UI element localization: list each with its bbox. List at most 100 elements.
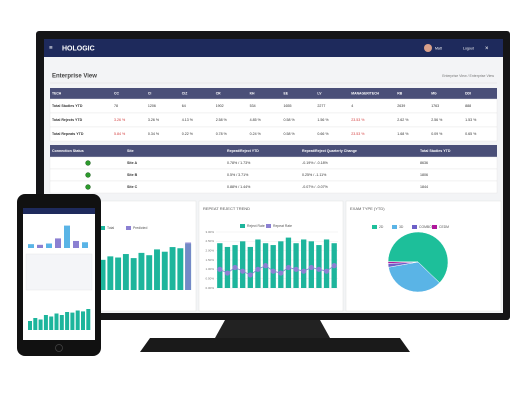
placeholder-block xyxy=(25,253,93,291)
cell: 0.78% / 1.73% xyxy=(227,161,251,165)
phone-button xyxy=(55,344,63,352)
point xyxy=(270,268,276,274)
cell: 4 xyxy=(351,104,353,108)
breadcrumb[interactable]: Enterprise View / Enterprise View xyxy=(442,74,494,78)
bar xyxy=(86,309,91,330)
bar xyxy=(293,243,299,288)
point xyxy=(262,263,269,269)
cell: -0.19% / -0.18% xyxy=(302,161,329,165)
close-icon[interactable]: × xyxy=(485,46,489,52)
cell: -0.07% / -0.07% xyxy=(302,185,329,189)
point xyxy=(255,266,261,272)
table-header xyxy=(50,88,497,99)
dashboard: TECH CC CI CIZ CR KH EE LV MANAGER/TECH RB MG DDI To… xyxy=(45,88,502,312)
pie-slice xyxy=(387,261,419,264)
bar xyxy=(240,241,246,288)
bar xyxy=(28,244,34,248)
y-tick-label: 0.00% xyxy=(205,286,214,290)
bar xyxy=(75,310,80,330)
cell: 1655 xyxy=(284,104,292,108)
point xyxy=(278,270,284,276)
cell: 2.56 % xyxy=(431,118,443,122)
cell: 1.53 % xyxy=(465,118,477,122)
cell: 1902 xyxy=(216,104,224,108)
bar xyxy=(70,312,75,330)
cell: 534 xyxy=(250,104,256,108)
y-tick-label: 1.50% xyxy=(205,258,214,262)
column-header: Repeat/Reject Quarterly Change xyxy=(302,149,357,153)
column-header: CC xyxy=(114,91,119,95)
cell: Site A xyxy=(127,161,137,165)
legend-swatch xyxy=(126,226,131,230)
cell: 0.5% / 3.71% xyxy=(227,173,249,177)
avatar[interactable] xyxy=(424,44,432,52)
point xyxy=(316,266,322,272)
line xyxy=(219,265,335,276)
phone-content xyxy=(25,225,93,330)
cell: 4.13 % xyxy=(182,118,194,122)
table-header xyxy=(50,145,497,157)
bar xyxy=(46,243,52,248)
bar xyxy=(247,246,253,288)
cell: 1.68 % xyxy=(397,132,409,136)
cell: 0.25% / -1.11% xyxy=(302,173,327,177)
bar xyxy=(224,246,231,288)
bar xyxy=(73,240,79,248)
bar xyxy=(37,244,43,248)
bar xyxy=(270,245,276,288)
point xyxy=(285,264,292,271)
bar xyxy=(217,243,223,288)
bar xyxy=(161,251,168,290)
column-header: Connection Status xyxy=(52,149,84,153)
point xyxy=(331,263,337,269)
bar xyxy=(122,254,129,290)
cell: 23.53 % xyxy=(351,118,365,122)
cell: 2.58 % xyxy=(216,118,228,122)
cell: 1844 xyxy=(420,185,428,189)
column-header: LV xyxy=(317,91,322,95)
bar xyxy=(81,311,85,330)
cell: Site B xyxy=(127,173,138,177)
bar xyxy=(38,319,43,330)
cell: 3.26 % xyxy=(148,118,160,122)
column-header: Repeat/Reject YTD xyxy=(227,149,259,153)
bar xyxy=(154,249,160,290)
legend-swatch xyxy=(240,224,245,228)
user-name[interactable]: Matt xyxy=(435,46,442,50)
nav-bar xyxy=(44,39,503,57)
table-row xyxy=(49,126,498,142)
bar xyxy=(28,321,32,330)
cell: 2.62 % xyxy=(397,118,409,122)
row-label: Total Repeats YTD xyxy=(52,132,84,136)
cell: 0.58 % xyxy=(284,132,296,136)
y-tick-label: 2.00% xyxy=(205,248,214,252)
column-header: TECH xyxy=(52,91,62,95)
legend-label: COMBO xyxy=(419,225,432,229)
legend-label: Total xyxy=(107,226,114,230)
bar xyxy=(99,259,106,290)
legend-swatch xyxy=(392,225,397,229)
chart-title: EXAM TYPE (YTD) xyxy=(350,206,385,211)
pie-slice xyxy=(387,231,449,284)
column-header: MANAGER/TECH xyxy=(351,91,379,95)
menu-icon[interactable]: ≡ xyxy=(49,46,53,52)
bar xyxy=(49,316,54,330)
column-header: DDI xyxy=(465,91,471,95)
y-tick-label: 2.50% xyxy=(205,239,214,243)
cell: 1.56 % xyxy=(317,118,329,122)
cell: 0.78 % xyxy=(216,132,228,136)
bar xyxy=(54,313,59,330)
pie-slice xyxy=(388,261,440,293)
column-header: CIZ xyxy=(182,91,187,95)
cell: 0.34 % xyxy=(148,132,160,136)
brand: HOLOGIC xyxy=(62,45,95,52)
bar xyxy=(82,242,88,248)
legend-swatch xyxy=(266,224,271,228)
cell: 1806 xyxy=(420,173,428,177)
legend-swatch xyxy=(100,226,105,230)
column-header: KH xyxy=(250,91,255,95)
logout[interactable]: Logout xyxy=(463,46,474,50)
cell: 888 xyxy=(465,104,471,108)
cell: 0.09 % xyxy=(431,132,443,136)
